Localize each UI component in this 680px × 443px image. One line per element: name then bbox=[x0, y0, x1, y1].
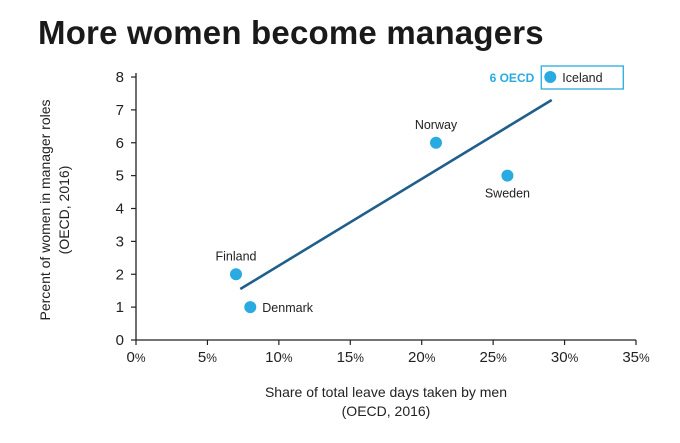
x-tick-label: 25% bbox=[479, 349, 507, 366]
y-tick-label: 5 bbox=[116, 168, 124, 185]
axes: 0 1 2 3 4 5 6 7 8 0% 5% 10% 15% 20% 25% 30% 35% bbox=[116, 69, 650, 366]
trendline-group bbox=[239, 98, 553, 291]
y-tick-label: 4 bbox=[116, 201, 124, 218]
point-finland bbox=[230, 268, 242, 281]
point-label-sweden: Sweden bbox=[485, 187, 530, 201]
point-label-iceland: Iceland bbox=[562, 71, 602, 85]
point-label-norway: Norway bbox=[415, 118, 458, 132]
x-tick-label: 30% bbox=[551, 349, 579, 366]
y-axis-subtitle: (OECD, 2016) bbox=[56, 166, 72, 255]
oecd-annotation: 6 OECD bbox=[490, 71, 535, 85]
point-denmark bbox=[244, 301, 257, 314]
y-tick-label: 7 bbox=[116, 102, 124, 119]
x-tick-label: 5% bbox=[198, 349, 217, 366]
highlight-box-iceland bbox=[540, 65, 624, 90]
x-axis-subtitle: (OECD, 2016) bbox=[342, 403, 431, 419]
trend-line bbox=[239, 98, 553, 291]
point-label-denmark: Denmark bbox=[262, 301, 313, 315]
x-axis-title: Share of total leave days taken by men bbox=[265, 384, 507, 400]
x-tick-label: 35% bbox=[622, 349, 650, 366]
y-tick-label: 6 bbox=[116, 135, 124, 152]
y-axis-title: Percent of women in manager roles bbox=[37, 100, 53, 321]
point-label-finland: Finland bbox=[216, 249, 257, 263]
y-tick-label: 1 bbox=[116, 299, 124, 316]
y-tick-label: 2 bbox=[116, 266, 124, 283]
chart-title: More women become managers bbox=[38, 14, 544, 51]
points-group: Finland Denmark Norway Sweden 6 OECD Iceland bbox=[216, 65, 624, 315]
x-tick-label: 15% bbox=[337, 349, 365, 366]
point-sweden bbox=[501, 169, 514, 182]
y-tick-label: 8 bbox=[116, 69, 124, 86]
point-norway bbox=[430, 136, 442, 149]
y-tick-label: 3 bbox=[116, 233, 124, 250]
y-tick-label: 0 bbox=[116, 332, 124, 349]
axis-labels-group: Share of total leave days taken by men (O… bbox=[37, 100, 507, 420]
x-tick-label: 20% bbox=[408, 349, 436, 366]
x-tick-label: 0% bbox=[126, 349, 145, 366]
point-iceland bbox=[544, 71, 557, 83]
x-tick-label: 10% bbox=[265, 349, 293, 366]
